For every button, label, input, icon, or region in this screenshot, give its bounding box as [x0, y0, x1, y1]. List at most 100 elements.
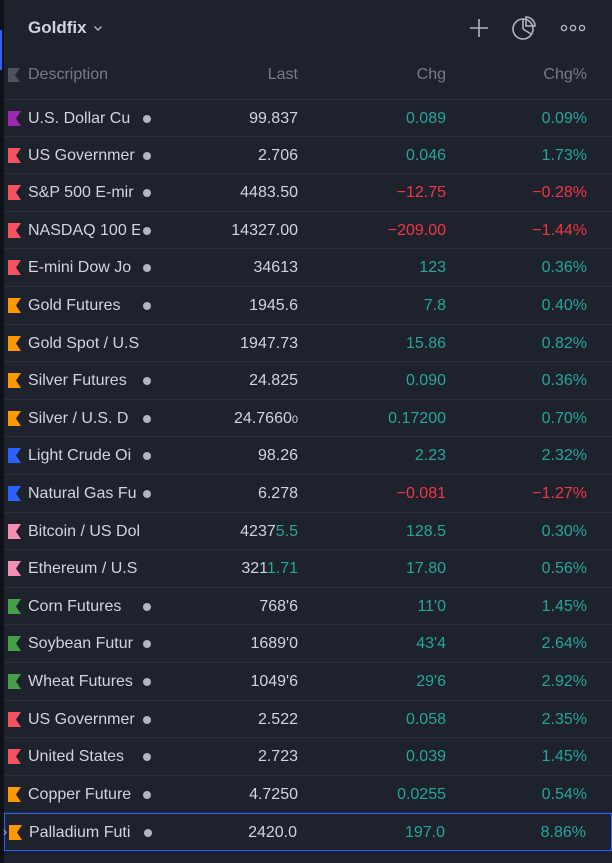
flag-icon[interactable]	[8, 561, 21, 577]
market-status-dot	[143, 602, 151, 611]
flag-icon[interactable]	[8, 185, 21, 201]
last-price-value: 321	[241, 560, 267, 578]
table-row[interactable]: United States 2.723 0.039 1.45%	[4, 738, 612, 776]
flag-icon[interactable]	[8, 410, 21, 426]
table-row[interactable]: S&P 500 E-mir 4483.50 −12.75 −0.28%	[4, 174, 612, 212]
last-price: 6.278	[258, 485, 298, 503]
market-status-dot	[143, 377, 151, 386]
flag-icon[interactable]	[8, 749, 21, 765]
last-price-value: 1049'6	[250, 672, 298, 690]
last-price-value: 98.26	[257, 447, 298, 465]
flag-icon[interactable]	[8, 711, 21, 727]
flag-icon[interactable]	[8, 260, 21, 276]
column-chg-pct[interactable]: Chg%	[543, 66, 587, 83]
symbol-description: Soybean Futur	[28, 635, 133, 653]
symbol-description: S&P 500 E-mir	[28, 184, 134, 202]
flag-icon[interactable]	[8, 485, 21, 501]
flag-icon[interactable]	[9, 825, 22, 841]
market-status-dot	[143, 301, 151, 310]
last-price-tick-highlight: 5.5	[275, 522, 298, 540]
change-percent: 0.36%	[541, 372, 587, 390]
last-price-value: 2.723	[257, 748, 298, 766]
table-row[interactable]: Corn Futures 768'6 11'0 1.45%	[4, 588, 612, 626]
change-percent: 1.73%	[541, 146, 587, 164]
watchlist-title: Goldfix	[28, 18, 87, 37]
flag-icon[interactable]	[8, 636, 21, 652]
table-row[interactable]: U.S. Dollar Cu 99.837 0.089 0.09%	[4, 99, 612, 137]
symbol-description: Light Crude Oi	[28, 447, 132, 465]
last-price: 4483.50	[240, 184, 298, 202]
table-row[interactable]: › Palladium Futi 2420.0 197.0 8.86%	[3, 813, 612, 851]
change-percent: −0.28%	[532, 184, 587, 202]
last-price-value: 2420.0	[248, 824, 297, 842]
symbol-description: Gold Futures	[28, 296, 121, 314]
table-row[interactable]: Ethereum / U.S 3211.71 17.80 0.56%	[4, 550, 612, 588]
table-row[interactable]: E-mini Dow Jo 34613 123 0.36%	[4, 249, 612, 287]
table-row[interactable]: NASDAQ 100 E 14327.00 −209.00 −1.44%	[4, 212, 612, 250]
flag-icon[interactable]	[8, 448, 21, 464]
last-price-value: 1689'0	[250, 635, 298, 653]
symbol-description: Silver / U.S. D	[28, 409, 129, 427]
last-price: 1689'0	[250, 635, 298, 653]
flag-icon[interactable]	[8, 335, 21, 351]
chevron-down-icon	[93, 26, 102, 31]
table-row[interactable]: Silver Futures 24.825 0.090 0.36%	[4, 362, 612, 400]
flag-icon[interactable]	[8, 598, 21, 614]
change-value: 0.046	[405, 146, 446, 164]
flag-icon[interactable]	[8, 373, 21, 389]
table-row[interactable]: Light Crude Oi 98.26 2.23 2.32%	[4, 437, 612, 475]
change-value: −12.75	[396, 184, 446, 202]
symbol-description: U.S. Dollar Cu	[28, 110, 131, 127]
pie-chart-icon[interactable]	[511, 15, 537, 41]
table-row[interactable]: US Governmer 2.706 0.046 1.73%	[4, 137, 612, 175]
column-chg[interactable]: Chg	[416, 66, 446, 83]
last-price: 1947.73	[240, 335, 298, 353]
last-price: 1945.6	[249, 297, 298, 315]
last-price-value: 6.278	[257, 484, 298, 502]
market-status-dot	[143, 790, 151, 799]
last-price: 2.723	[258, 748, 298, 766]
flag-icon[interactable]	[8, 673, 21, 689]
column-last[interactable]: Last	[267, 66, 298, 83]
flag-icon[interactable]	[8, 786, 21, 802]
change-value: 0.090	[405, 372, 446, 390]
watchlist-panel: Goldfix Description Last Chg Chg	[3, 0, 612, 863]
table-row[interactable]: Gold Futures 1945.6 7.8 0.40%	[4, 287, 612, 325]
table-row[interactable]: Silver / U.S. D 24.76600 0.17200 0.70%	[4, 400, 612, 438]
last-price-value: 24.825	[249, 372, 298, 390]
flag-icon[interactable]	[8, 68, 20, 82]
flag-icon[interactable]	[8, 147, 21, 163]
column-description[interactable]: Description	[28, 66, 109, 83]
change-value: 0.039	[405, 748, 446, 766]
change-value: 197.0	[404, 824, 445, 842]
row-expand-icon[interactable]: ›	[3, 824, 8, 840]
table-row[interactable]: Wheat Futures 1049'6 29'6 2.92%	[4, 663, 612, 701]
last-price: 3211.71	[241, 560, 298, 578]
table-row[interactable]: Bitcoin / US Dol 42375.5 128.5 0.30%	[4, 513, 612, 551]
table-row[interactable]: US Governmer 2.522 0.058 2.35%	[4, 701, 612, 739]
change-percent: 2.64%	[541, 635, 587, 653]
symbol-description: Corn Futures	[28, 597, 122, 615]
watchlist-rows: U.S. Dollar Cu 99.837 0.089 0.09% US Governm…	[3, 99, 612, 851]
last-price-value: 14327.00	[231, 221, 298, 239]
market-status-dot	[143, 189, 151, 198]
flag-icon[interactable]	[8, 523, 21, 539]
change-value: 2.23	[414, 447, 446, 465]
flag-icon[interactable]	[8, 111, 21, 126]
change-percent: 0.40%	[541, 296, 587, 314]
table-row[interactable]: Gold Spot / U.S 1947.73 15.86 0.82%	[4, 325, 612, 363]
market-status-dot	[143, 115, 151, 123]
last-price: 98.26	[258, 447, 298, 465]
market-status-dot	[143, 489, 151, 498]
more-icon[interactable]	[560, 15, 586, 41]
add-symbol-icon[interactable]	[466, 15, 492, 41]
change-value: 123	[419, 259, 446, 277]
flag-icon[interactable]	[8, 222, 21, 238]
table-row[interactable]: Copper Future 4.7250 0.0255 0.54%	[4, 776, 612, 814]
watchlist-selector[interactable]: Goldfix	[28, 18, 103, 38]
flag-icon[interactable]	[8, 297, 21, 313]
table-row[interactable]: Natural Gas Fu 6.278 −0.081 −1.27%	[4, 475, 612, 513]
table-row[interactable]: Soybean Futur 1689'0 43'4 2.64%	[4, 625, 612, 663]
change-percent: 8.86%	[540, 824, 586, 842]
change-value: 17.80	[405, 560, 446, 578]
